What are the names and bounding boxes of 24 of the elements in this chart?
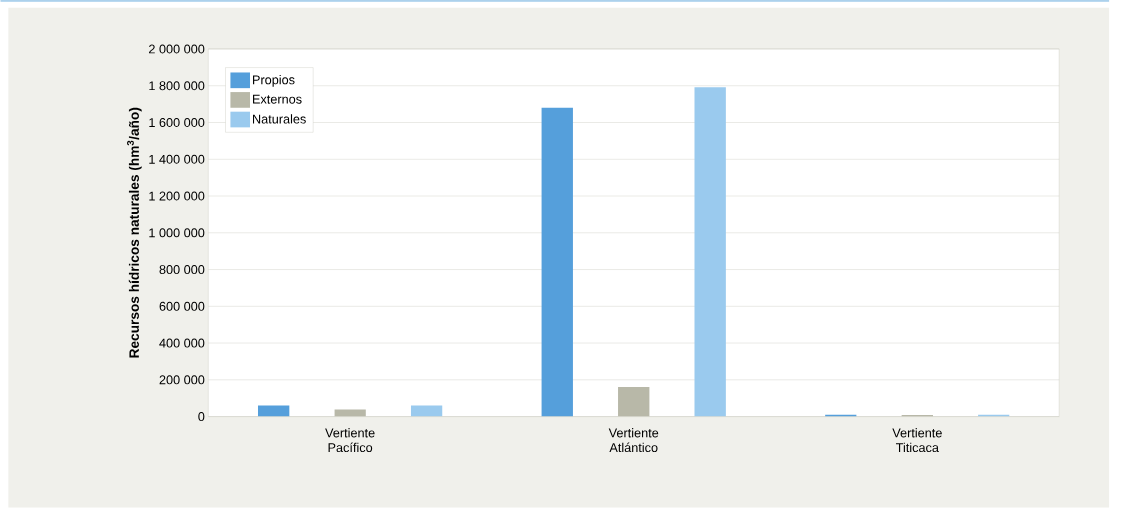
y-tick-label: 1 400 000 xyxy=(149,154,205,164)
x-tick-label: Vertiente Titicaca xyxy=(892,428,942,453)
bar xyxy=(334,409,366,417)
y-tick-label: 2 000 000 xyxy=(149,44,205,54)
x-tick-label: Vertiente Atlántico xyxy=(608,428,659,453)
y-axis-title: Recursos hídricos naturales (hm$^{3}$/año) xyxy=(127,107,142,358)
y-tick-label: 1 000 000 xyxy=(149,228,205,238)
y-tick-label: 1 200 000 xyxy=(149,191,205,201)
y-tick-label: 0 xyxy=(198,412,205,422)
bar xyxy=(618,387,650,417)
bar xyxy=(541,107,573,417)
legend-label: Propios xyxy=(253,75,295,87)
bar xyxy=(410,405,443,417)
legend-label: Externos xyxy=(253,94,302,104)
x-tick-label: Vertiente Pacífico xyxy=(325,428,375,453)
legend-label: Naturales xyxy=(253,114,306,124)
y-tick-label: 600 000 xyxy=(159,301,205,311)
bar xyxy=(257,405,290,417)
y-tick-label: 200 000 xyxy=(159,375,205,385)
y-tick-label: 1 600 000 xyxy=(149,118,205,128)
bar xyxy=(694,87,726,417)
y-tick-label: 800 000 xyxy=(159,265,205,275)
y-tick-label: 1 800 000 xyxy=(149,81,205,91)
y-tick-label: 400 000 xyxy=(159,338,205,348)
